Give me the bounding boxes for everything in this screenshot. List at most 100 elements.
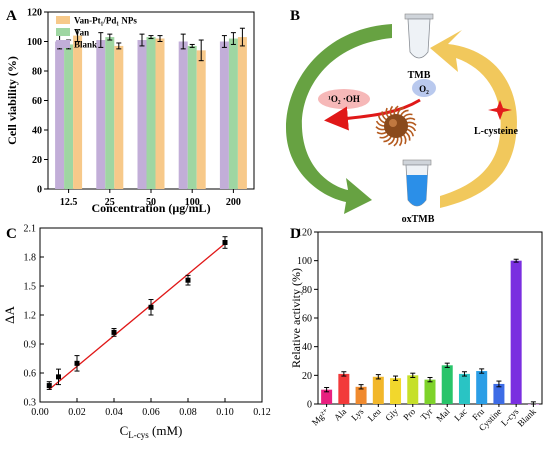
bar [458, 373, 470, 404]
bar [355, 386, 367, 404]
bar [441, 365, 453, 404]
oxtmb-tube-icon [402, 159, 432, 207]
panel-a-cell-viability-chart: 0 20 40 60 80 100 120 12.5 25 50 100 200 Van-Pt₁/Pd₁… [5, 8, 255, 215]
x-axis-label: Concentration (μg/mL) [91, 201, 210, 215]
fit-line [48, 242, 226, 390]
bar-van-pt-pd-nps [155, 38, 165, 189]
legend-label: Blank [74, 40, 97, 50]
bar [407, 375, 419, 404]
x-tick-label: 0.06 [142, 407, 160, 418]
data-point [56, 374, 61, 380]
bar-van [64, 44, 74, 190]
bar [390, 378, 402, 404]
oxtmb-label: oxTMB [402, 214, 435, 225]
bar [476, 371, 488, 404]
bar-van [228, 38, 238, 189]
panel-c-linear-fit-chart: 0.3 0.6 0.9 1.2 1.5 1.8 2.1 0.00 0.02 0.04 0.06 0.0… [2, 224, 271, 441]
data-point [222, 240, 228, 245]
x-tick-label: 50 [146, 197, 156, 208]
tmb-tube-icon [404, 13, 434, 59]
y-tick-label: 1.5 [24, 282, 37, 293]
y-tick-label: 100 [297, 256, 312, 267]
data-point [148, 304, 154, 310]
legend-swatch [56, 16, 70, 24]
y-tick-label: 120 [297, 228, 312, 239]
bar [338, 373, 350, 404]
y-tick-label: 0.9 [24, 340, 37, 351]
ligand-strand [379, 133, 390, 139]
bar-van-pt-pd-nps [114, 45, 124, 189]
bar [424, 379, 436, 404]
legend-label: Van [74, 28, 89, 38]
bar-van [187, 45, 197, 189]
bar-blank [219, 41, 229, 189]
ligand-strand [402, 113, 413, 119]
bar [321, 389, 333, 404]
ligand-strand [406, 128, 414, 137]
legend-swatch [56, 28, 70, 36]
x-tick-label: 0.12 [253, 407, 271, 418]
y-tick-label: 0.6 [24, 369, 37, 380]
legend-swatch [56, 40, 70, 48]
x-tick-label: 0.00 [31, 407, 49, 418]
data-point [46, 383, 52, 389]
y-tick-label: 1.8 [24, 253, 37, 264]
l-cysteine-star-icon [488, 100, 512, 120]
x-tick-label: Pro [401, 406, 417, 422]
x-tick-label: 100 [185, 197, 200, 208]
x-tick-label: Lac [452, 406, 469, 423]
y-tick-label: 80 [32, 67, 42, 78]
bar-blank [96, 40, 106, 190]
x-tick-label: 0.04 [105, 407, 123, 418]
ligand-strand [388, 136, 396, 146]
data-point [74, 360, 80, 366]
y-tick-label: 1.2 [24, 311, 37, 322]
x-tick-label: 200 [226, 197, 241, 208]
ros-bubble [318, 89, 370, 109]
x-tick-label: Mg²⁺ [310, 406, 331, 427]
bar-van [146, 37, 156, 190]
x-tick-label: 0.08 [179, 407, 197, 418]
y-tick-label: 20 [302, 371, 312, 382]
y-tick-label: 60 [302, 314, 312, 325]
y-tick-label: 100 [27, 37, 42, 48]
bar-blank [178, 41, 188, 189]
panel-letter-b: B [290, 8, 300, 24]
y-axis-label: Relative activity (%) [289, 268, 303, 368]
ros-conversion-arrow [324, 98, 421, 131]
data-point [185, 277, 191, 283]
bar [372, 376, 384, 404]
yellow-cycle-arrow [430, 30, 517, 208]
ligand-strand [398, 135, 403, 147]
nanoparticle-icon [375, 105, 417, 147]
panel-b-scheme: TMB oxTMB L-cysteine ¹O₂ ·OH O₂ [286, 13, 518, 225]
legend-label: Van-Pt₁/Pd₁ NPs [74, 16, 137, 26]
x-tick-label: Tyr [419, 406, 435, 422]
y-tick-label: 60 [32, 96, 42, 107]
bar-blank [55, 41, 65, 189]
panel-d-selectivity-chart: 0 20 40 60 80 100 120 Mg²⁺ Ala Lys Leu Gly Pro Tyr Mal… [289, 228, 543, 433]
panel-letter-a: A [6, 8, 17, 24]
ligand-strand [378, 115, 386, 124]
bar-van [105, 37, 115, 190]
y-tick-label: 0 [37, 185, 42, 196]
bar-van-pt-pd-nps [73, 35, 83, 189]
x-tick-label: 0.10 [216, 407, 234, 418]
ros-label: ¹O₂ ·OH [328, 94, 360, 104]
y-axis-label: ΔA [2, 306, 17, 324]
ligand-strand [375, 126, 386, 131]
x-tick-label: 0.02 [68, 407, 86, 418]
x-axis-label: CL-cys (mM) [120, 423, 183, 440]
y-tick-label: 40 [32, 126, 42, 137]
bar-van-pt-pd-nps [237, 37, 247, 190]
panel-letter-d: D [290, 226, 301, 242]
x-tick-label: Blank [516, 406, 539, 429]
x-tick-label: Lys [349, 406, 366, 423]
o2-bubble [412, 79, 436, 97]
data-point [111, 329, 117, 335]
ligand-strand [406, 121, 417, 126]
o2-label: O₂ [419, 84, 429, 94]
x-tick-label: Leu [366, 406, 383, 423]
l-cysteine-label: L-cysteine [474, 126, 518, 137]
